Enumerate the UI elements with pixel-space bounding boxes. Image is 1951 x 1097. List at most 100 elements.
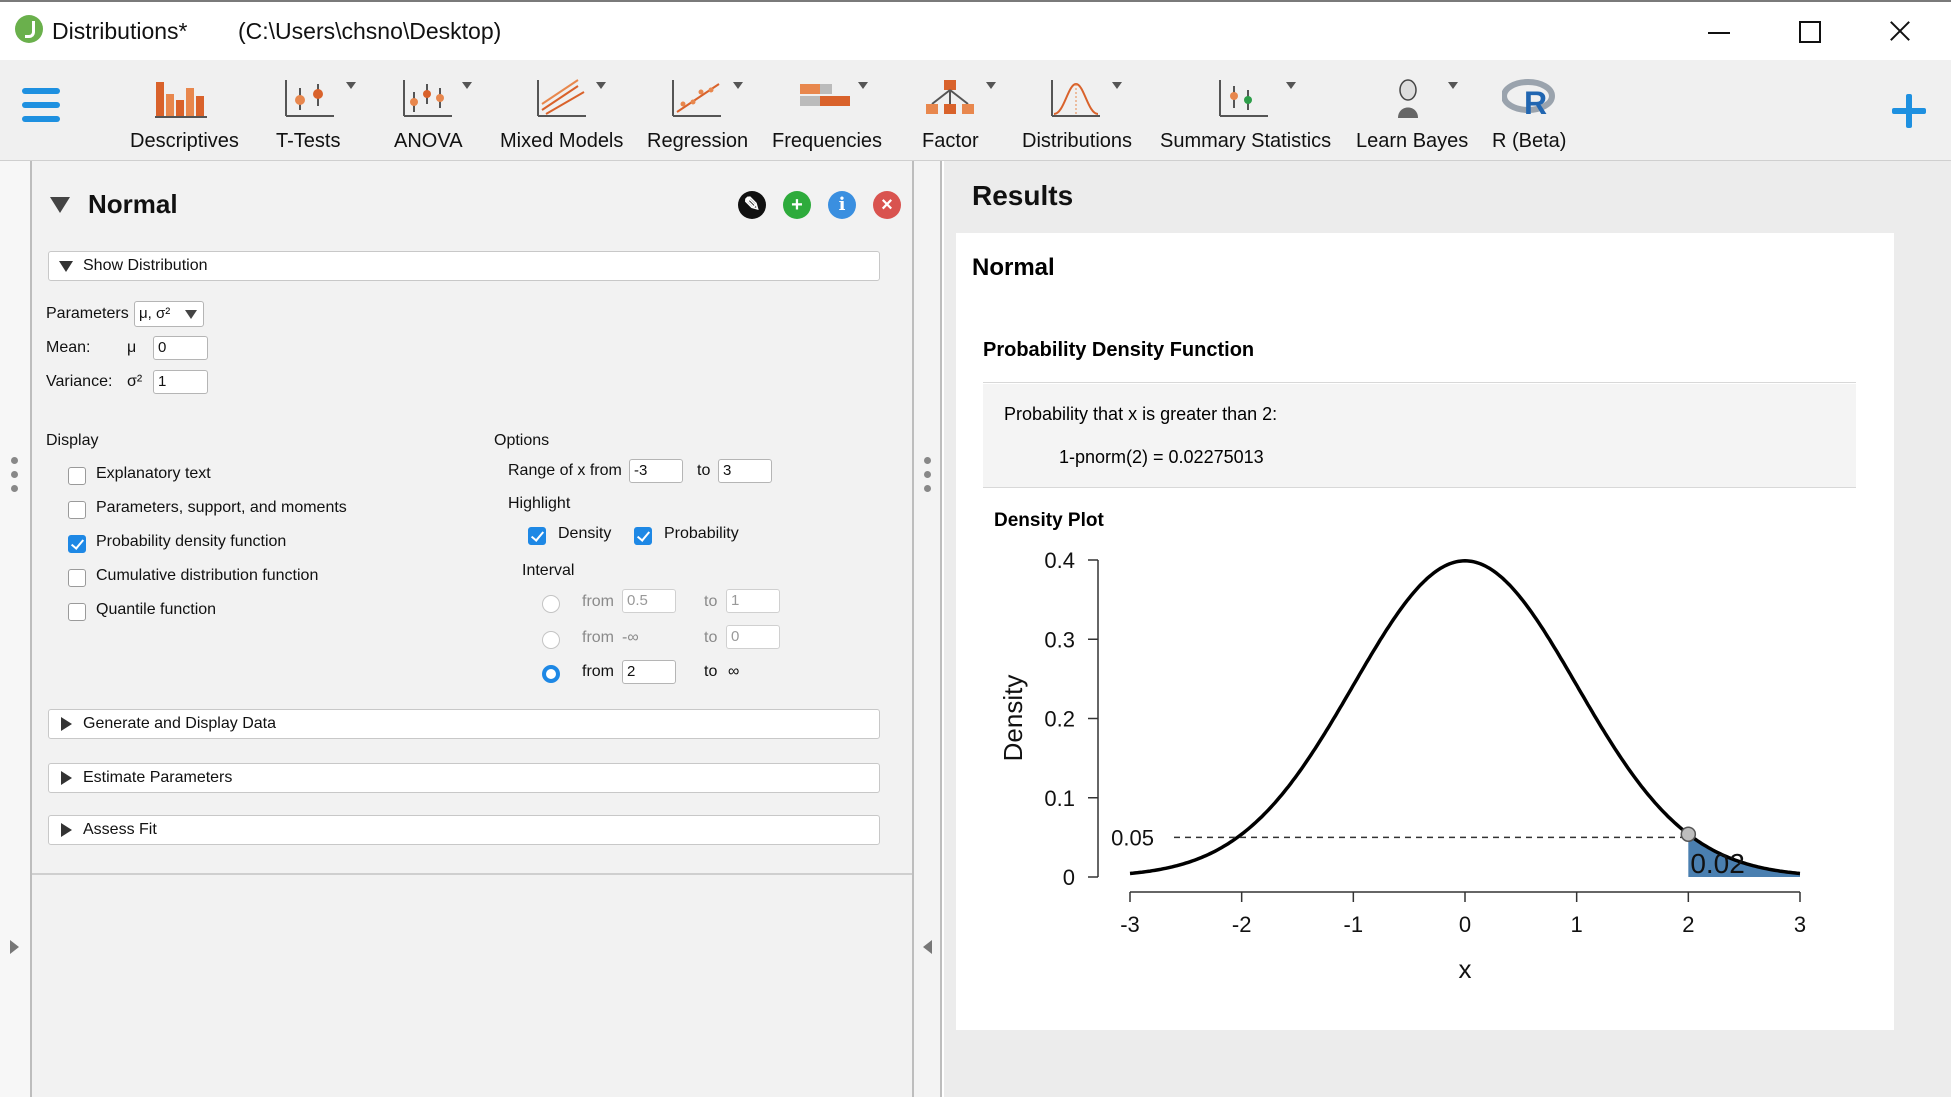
minimize-icon[interactable] (1700, 12, 1740, 52)
regression-icon (672, 80, 721, 117)
divider (983, 382, 1856, 383)
display-checkbox[interactable] (68, 535, 86, 553)
variance-input[interactable]: 1 (153, 370, 208, 394)
display-option-label: Probability density function (96, 533, 287, 550)
chevron-down-icon (858, 82, 868, 89)
probability-formula: 1-pnorm(2) = 0.02275013 (1059, 447, 1264, 467)
probability-text: Probability that x is greater than 2: (1004, 404, 1278, 424)
interval-from-value: -∞ (622, 629, 639, 646)
chevron-down-icon (346, 82, 356, 89)
collapse-triangle-icon[interactable] (50, 197, 70, 213)
ribbon-learn-bayes-button[interactable]: Learn Bayes (1356, 70, 1469, 154)
remove-analysis-icon[interactable]: × (873, 191, 901, 219)
ribbon-summary-statistics-button[interactable]: Summary Statistics (1160, 70, 1340, 154)
t-tests-icon (285, 80, 334, 117)
interval-from-label: from (582, 663, 614, 680)
collapsed-triangle-icon (61, 717, 72, 731)
probability-label: Probability (664, 525, 739, 542)
duplicate-analysis-icon[interactable]: + (783, 191, 811, 219)
range-label: Range of x from (508, 462, 622, 479)
parameters-dropdown[interactable]: μ, σ² (134, 301, 204, 327)
parameters-label: Parameters (46, 305, 129, 322)
pdf-title: Probability Density Function (983, 339, 1255, 361)
chevron-down-icon (986, 82, 996, 89)
section-label: Show Distribution (83, 257, 208, 274)
anova-icon (403, 80, 452, 117)
interval-from-input[interactable]: 2 (622, 660, 676, 684)
svg-text:R: R (1524, 85, 1547, 118)
display-checkbox[interactable] (68, 467, 86, 485)
options-heading: Options (494, 432, 550, 449)
section-label: Generate and Display Data (83, 715, 276, 732)
menu-icon[interactable] (22, 88, 60, 122)
chevron-down-icon (1112, 82, 1122, 89)
ribbon-factor-button[interactable]: Factor (920, 70, 1000, 154)
variance-label: Variance: (46, 373, 113, 390)
collapse-left-icon[interactable] (923, 940, 932, 954)
r-icon: R (1502, 79, 1555, 118)
add-module-icon[interactable] (1890, 92, 1928, 130)
analysis-title: Normal (972, 254, 1055, 281)
info-icon[interactable]: i (828, 191, 856, 219)
interval-radio-1[interactable] (542, 595, 560, 613)
ribbon-label: Frequencies (772, 130, 883, 152)
ribbon-label: Learn Bayes (1356, 130, 1469, 152)
close-window-icon[interactable] (1880, 12, 1920, 52)
ribbon-r-beta-button[interactable]: R R (Beta) (1490, 70, 1570, 154)
interval-radio-3[interactable] (542, 665, 560, 683)
interval-to-input[interactable]: 1 (726, 589, 780, 613)
chevron-down-icon (596, 82, 606, 89)
summary-statistics-icon (1219, 80, 1268, 117)
window-path: (C:\Users\chsno\Desktop) (238, 18, 502, 44)
range-to-label: to (697, 462, 711, 479)
section-estimate-parameters[interactable]: Estimate Parameters (48, 763, 880, 793)
interval-radio-2[interactable] (542, 631, 560, 649)
ribbon-mixed-models-button[interactable]: Mixed Models (498, 70, 628, 154)
display-checkbox[interactable] (68, 501, 86, 519)
ribbon-distributions-button[interactable]: Distributions (1022, 70, 1140, 154)
results-title: Results (972, 180, 1074, 211)
analysis-form: Normal ✎ + i × Show Distribution Paramet… (32, 161, 912, 1097)
section-assess-fit[interactable]: Assess Fit (48, 815, 880, 845)
ribbon-label: Descriptives (130, 130, 239, 152)
ribbon-anova-button[interactable]: ANOVA (392, 70, 482, 154)
display-checkbox[interactable] (68, 603, 86, 621)
expand-right-icon[interactable] (10, 940, 19, 954)
display-option-label: Quantile function (96, 601, 217, 618)
collapsed-triangle-icon (61, 823, 72, 837)
ribbon-t-tests-button[interactable]: T-Tests (272, 70, 368, 154)
display-option-label: Explanatory text (96, 465, 211, 482)
ribbon-descriptives-button[interactable]: Descriptives (128, 70, 240, 154)
chevron-down-icon (1448, 82, 1458, 89)
density-checkbox[interactable] (528, 527, 546, 545)
interval-label: Interval (522, 562, 575, 579)
ribbon-label: Distributions (1022, 130, 1133, 152)
title-bar: Distributions* (C:\Users\chsno\Desktop) (0, 0, 1951, 60)
range-from-input[interactable]: -3 (629, 459, 683, 483)
display-option-label: Parameters, support, and moments (96, 499, 347, 516)
interval-to-value: ∞ (728, 663, 740, 680)
mean-input[interactable]: 0 (153, 336, 208, 360)
ribbon-label: Mixed Models (500, 130, 624, 152)
mean-symbol: μ (127, 339, 137, 356)
data-panel-collapsed[interactable] (0, 161, 32, 1097)
interval-to-label: to (704, 593, 718, 610)
section-show-distribution[interactable]: Show Distribution (48, 251, 880, 281)
density-label: Density (558, 525, 612, 542)
interval-to-input[interactable]: 0 (726, 625, 780, 649)
display-checkbox[interactable] (68, 569, 86, 587)
ribbon-frequencies-button[interactable]: Frequencies (770, 70, 888, 154)
ribbon-regression-button[interactable]: Regression (645, 70, 755, 154)
ribbon-label: R (Beta) (1492, 130, 1567, 152)
range-to-input[interactable]: 3 (718, 459, 772, 483)
frequencies-icon (800, 84, 850, 106)
chevron-down-icon (462, 82, 472, 89)
window-title: Distributions* (52, 18, 188, 44)
probability-checkbox[interactable] (634, 527, 652, 545)
panel-splitter[interactable] (912, 161, 942, 1097)
section-generate-data[interactable]: Generate and Display Data (48, 709, 880, 739)
edit-title-icon[interactable]: ✎ (738, 191, 766, 219)
interval-from-input[interactable]: 0.5 (622, 589, 676, 613)
maximize-icon[interactable] (1790, 12, 1830, 52)
jasp-logo-icon (15, 15, 43, 43)
